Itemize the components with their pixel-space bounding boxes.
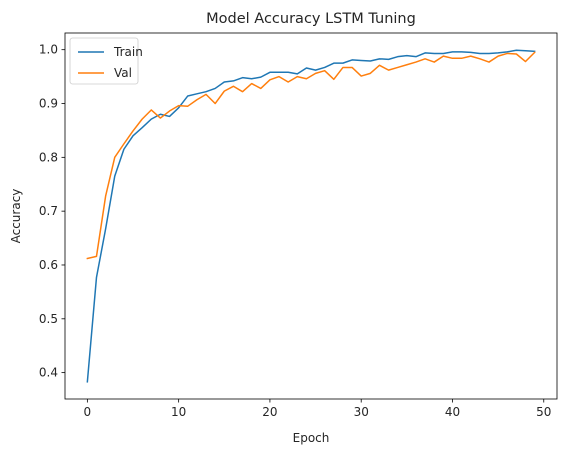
legend-label-val: Val [114, 66, 132, 80]
y-tick-label: 0.8 [39, 150, 58, 164]
y-tick-label: 0.7 [39, 204, 58, 218]
axes-frame [64, 32, 558, 400]
plot-area: 0 10 20 30 40 50 0.4 0.5 0.6 0.7 0.8 0.9 1.0 [39, 32, 558, 419]
x-tick-label: 30 [354, 405, 369, 419]
series-line-val [86, 51, 536, 260]
y-tick-label: 0.4 [39, 366, 58, 380]
y-tick-label: 1.0 [39, 43, 58, 57]
y-tick-label: 0.5 [39, 312, 58, 326]
x-axis-label: Epoch [293, 431, 330, 445]
series-line-train [86, 49, 536, 383]
x-tick-label: 40 [445, 405, 460, 419]
y-tick-label: 0.6 [39, 258, 58, 272]
y-axis-label: Accuracy [9, 189, 23, 244]
x-tick-label: 50 [536, 405, 551, 419]
x-tick-label: 10 [171, 405, 186, 419]
y-tick-label: 0.9 [39, 97, 58, 111]
x-tick-label: 20 [262, 405, 277, 419]
chart-title: Model Accuracy LSTM Tuning [206, 11, 416, 27]
legend-label-train: Train [113, 45, 143, 59]
legend: Train Val [69, 37, 143, 85]
x-tick-label: 0 [84, 405, 92, 419]
